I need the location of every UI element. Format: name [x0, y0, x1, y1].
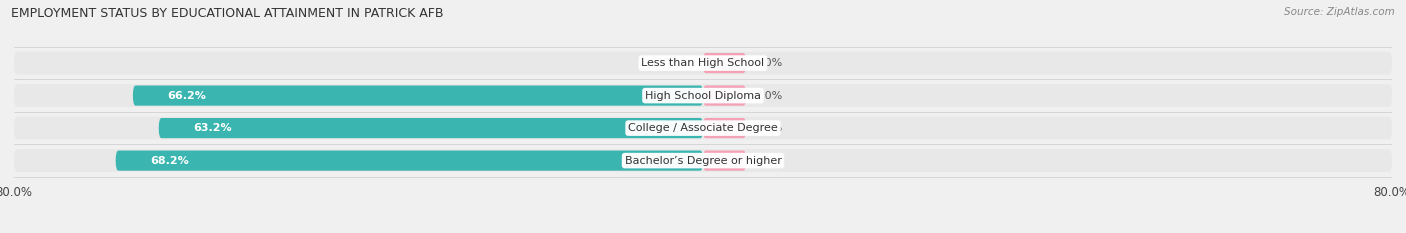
FancyBboxPatch shape — [703, 151, 747, 171]
Text: Source: ZipAtlas.com: Source: ZipAtlas.com — [1284, 7, 1395, 17]
Text: 66.2%: 66.2% — [167, 91, 207, 101]
FancyBboxPatch shape — [14, 149, 1392, 172]
FancyBboxPatch shape — [703, 86, 747, 106]
Text: Less than High School: Less than High School — [641, 58, 765, 68]
FancyBboxPatch shape — [14, 117, 1392, 140]
FancyBboxPatch shape — [703, 53, 747, 73]
FancyBboxPatch shape — [115, 151, 703, 171]
FancyBboxPatch shape — [14, 84, 1392, 107]
Text: 68.2%: 68.2% — [150, 156, 188, 166]
FancyBboxPatch shape — [703, 118, 747, 138]
Text: 0.0%: 0.0% — [755, 156, 783, 166]
FancyBboxPatch shape — [14, 52, 1392, 75]
Text: Bachelor’s Degree or higher: Bachelor’s Degree or higher — [624, 156, 782, 166]
Text: College / Associate Degree: College / Associate Degree — [628, 123, 778, 133]
FancyBboxPatch shape — [159, 118, 703, 138]
FancyBboxPatch shape — [134, 86, 703, 106]
Text: 0.0%: 0.0% — [755, 91, 783, 101]
Text: High School Diploma: High School Diploma — [645, 91, 761, 101]
Text: 63.2%: 63.2% — [193, 123, 232, 133]
Text: 0.0%: 0.0% — [755, 58, 783, 68]
Text: 0.0%: 0.0% — [755, 123, 783, 133]
Text: EMPLOYMENT STATUS BY EDUCATIONAL ATTAINMENT IN PATRICK AFB: EMPLOYMENT STATUS BY EDUCATIONAL ATTAINM… — [11, 7, 444, 20]
Text: 0.0%: 0.0% — [662, 58, 690, 68]
